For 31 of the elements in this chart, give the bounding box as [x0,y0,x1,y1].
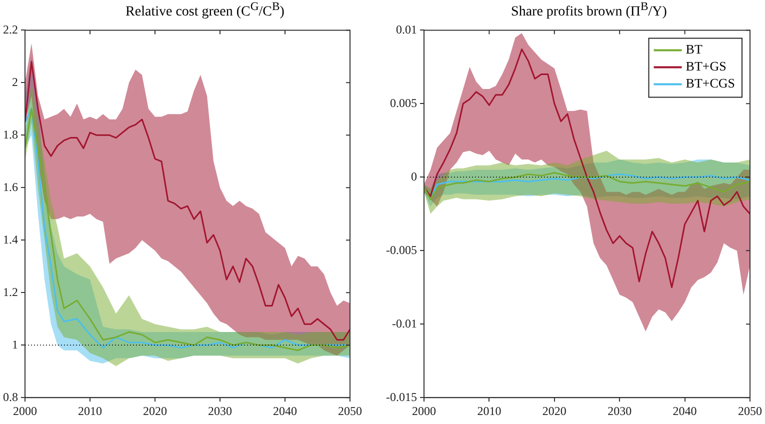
y-tick-label: 0.8 [3,390,18,404]
y-tick-label: 1.6 [3,180,18,194]
y-tick-label: 1.2 [3,284,18,299]
x-tick-label: 2050 [738,404,762,418]
y-tick-label: 2.2 [3,22,18,36]
y-tick-label: 1.4 [3,232,18,246]
legend-label: BT [686,42,702,57]
x-tick-label: 2020 [143,404,167,418]
x-tick-label: 2000 [13,404,37,418]
x-tick-label: 2050 [338,404,362,418]
y-tick-label: 0.005 [390,96,417,110]
x-tick-label: 2000 [412,404,436,418]
y-tick-label: 0.01 [396,22,417,36]
y-tick-label: 0 [410,169,417,184]
legend-label: BT+GS [686,58,726,74]
chart-title: Relative cost green (C$^{G}$/C$^{B}$) [124,0,286,20]
x-tick-label: 2010 [78,404,102,418]
y-tick-label: -0.01 [392,316,417,330]
y-tick-label: 1 [12,337,18,352]
y-tick-label: -0.015 [386,390,417,404]
legend-label: BT+CGS [686,76,735,91]
x-tick-label: 2030 [208,404,232,418]
y-tick-label: 1.8 [3,127,18,142]
y-tick-label: -0.005 [386,242,417,257]
y-tick-label: 2 [12,74,18,89]
chart-title: Share profits brown (Π$^{B}$/Y) [510,0,668,20]
x-tick-label: 2030 [608,404,632,418]
x-tick-label: 2020 [542,404,566,418]
x-tick-label: 2010 [477,404,502,418]
x-tick-label: 2040 [672,404,697,418]
x-tick-label: 2040 [273,404,297,418]
